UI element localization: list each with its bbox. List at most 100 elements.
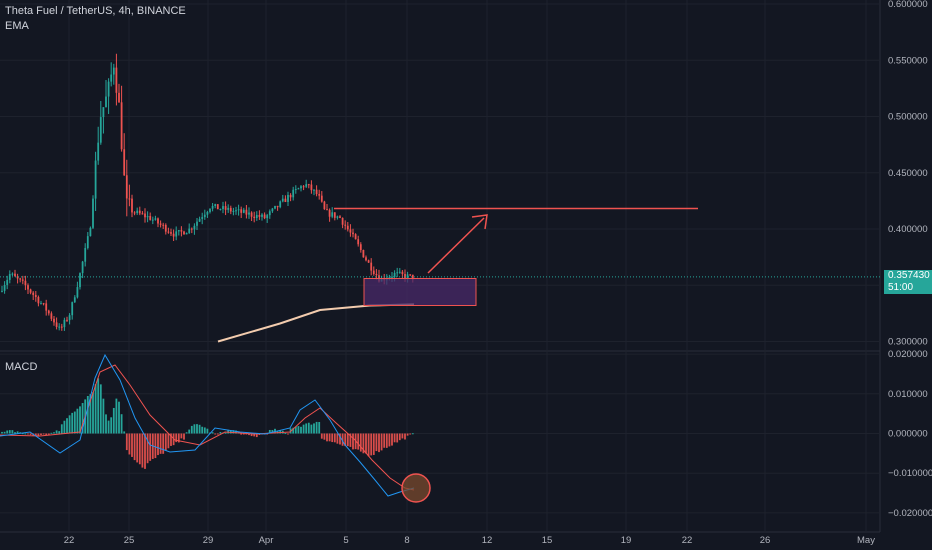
candle-body — [250, 212, 253, 217]
candle-body — [159, 223, 162, 225]
candle-body — [133, 212, 136, 214]
candle-body — [287, 194, 289, 202]
candle-body — [284, 198, 287, 202]
x-tick-label: 12 — [482, 535, 493, 546]
macd-bar — [167, 433, 170, 449]
candle-body — [406, 274, 409, 279]
candle-body — [34, 294, 37, 298]
candle-body — [320, 195, 323, 202]
candle-body — [292, 189, 295, 198]
macd-bar — [375, 433, 378, 452]
candle-body — [268, 211, 271, 216]
candle-body — [396, 272, 399, 274]
macd-bar — [318, 421, 321, 434]
candle-body — [55, 322, 58, 327]
macd-bar — [162, 433, 165, 454]
macd-bar — [380, 433, 383, 451]
macd-bar — [131, 433, 133, 457]
candle-body — [307, 184, 310, 186]
candle-body — [255, 214, 258, 218]
candle-body — [328, 209, 331, 217]
x-tick-label: 8 — [404, 535, 409, 546]
candle-body — [333, 212, 336, 218]
macd-bar — [27, 433, 29, 435]
macd-bar — [224, 432, 227, 434]
candle-body — [66, 319, 68, 321]
macd-bar — [172, 433, 175, 446]
ema-legend[interactable]: EMA — [5, 20, 29, 32]
macd-bar — [310, 424, 313, 434]
candle-body — [89, 227, 92, 237]
x-tick-label: 22 — [64, 535, 75, 546]
candle-body — [253, 216, 256, 218]
macd-tick-label: 0.020000 — [888, 349, 928, 360]
candle-body — [354, 234, 357, 240]
candle-body — [105, 96, 107, 108]
symbol-legend[interactable]: Theta Fuel / TetherUS, 4h, BINANCE — [5, 5, 186, 17]
macd-bar — [170, 433, 172, 446]
candle-body — [16, 276, 19, 279]
candle-body — [359, 244, 362, 250]
macd-bar — [110, 417, 113, 434]
candle-body — [411, 274, 414, 280]
macd-bar — [86, 395, 89, 434]
macd-bar — [396, 433, 399, 443]
x-tick-label: 26 — [760, 535, 771, 546]
candle-body — [125, 175, 128, 199]
candle-body — [97, 142, 100, 161]
macd-bar — [378, 433, 380, 453]
macd-bar — [302, 424, 305, 434]
macd-bar — [92, 392, 94, 434]
candle-body — [107, 81, 110, 97]
macd-bar — [211, 432, 214, 434]
x-tick-label: Apr — [259, 535, 274, 546]
candle-body — [144, 213, 146, 218]
macd-bar — [385, 433, 388, 448]
macd-bar — [123, 431, 126, 434]
candle-body — [60, 326, 63, 328]
candle-body — [24, 280, 27, 286]
candle-body — [131, 198, 133, 213]
candle-body — [76, 287, 79, 298]
candle-body — [263, 214, 266, 219]
candle-body — [185, 232, 188, 235]
candle-body — [224, 206, 227, 210]
macd-bar — [320, 433, 323, 439]
macd-bar — [6, 430, 9, 434]
macd-bar — [300, 426, 302, 434]
macd-bar — [99, 384, 102, 434]
macd-bar — [136, 433, 139, 463]
macd-bar — [37, 433, 40, 437]
macd-bar — [40, 433, 42, 436]
macd-bar — [196, 424, 198, 434]
axes: 22 25 29 Apr 5 8 12 15 19 22 26 May 0.600000 0.550000… — [64, 0, 932, 546]
candle-body — [391, 276, 393, 278]
candle-body — [141, 213, 144, 215]
candle-body — [201, 217, 204, 219]
candle-body — [1, 290, 3, 292]
macd-bar — [232, 430, 235, 434]
candle-body — [123, 149, 126, 176]
macd-bar — [284, 433, 287, 435]
macd-bar — [21, 433, 24, 435]
candle-body — [214, 204, 217, 206]
candle-body — [409, 274, 412, 276]
macd-legend[interactable]: MACD — [5, 361, 38, 373]
candle-body — [310, 184, 313, 191]
macd-bar — [73, 411, 76, 434]
macd-bar — [307, 422, 310, 434]
macd-bar — [248, 433, 250, 436]
candle-body — [203, 214, 206, 218]
macd-bar — [146, 433, 149, 464]
candle-body — [170, 232, 172, 234]
candle-body — [27, 285, 29, 290]
macd-bar — [326, 433, 328, 442]
candle-body — [172, 233, 175, 237]
signal-line — [0, 364, 415, 491]
candle-body — [375, 273, 378, 276]
candle-body — [349, 229, 352, 233]
candle-body — [313, 189, 315, 191]
candle-body — [162, 224, 165, 226]
